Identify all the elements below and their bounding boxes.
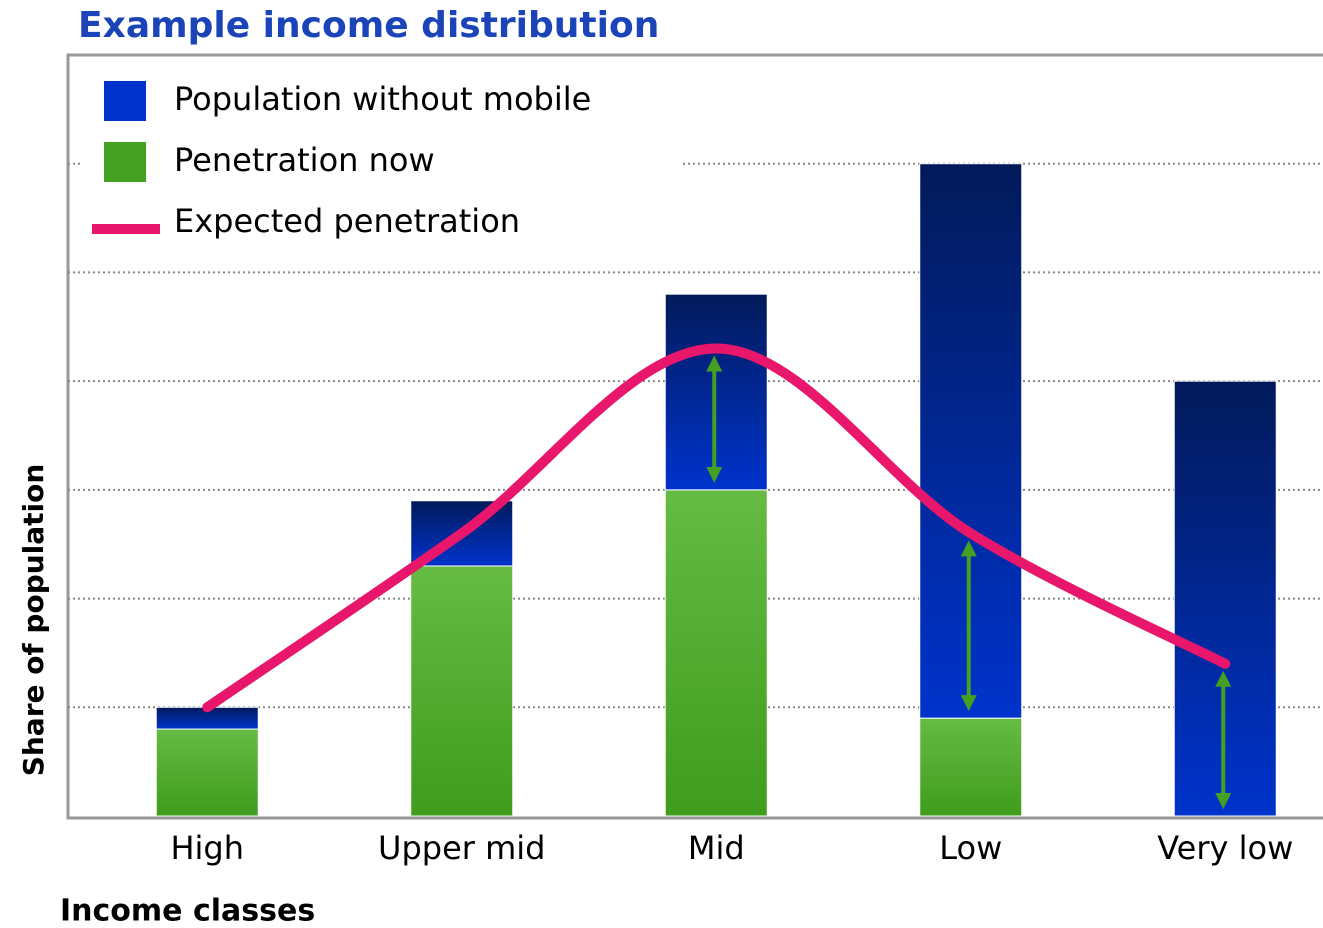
legend-label: Population without mobile	[174, 80, 591, 118]
x-tick-label: Upper mid	[378, 829, 545, 867]
legend-background	[80, 70, 680, 195]
x-axis-label: Income classes	[60, 894, 315, 928]
x-tick-label: Low	[939, 829, 1002, 867]
x-tick-label: Mid	[688, 829, 745, 867]
expected-line	[202, 343, 1231, 713]
bar-segment	[664, 489, 768, 817]
legend-swatch	[92, 224, 160, 234]
legend-label: Expected penetration	[174, 202, 520, 240]
plot-frame	[66, 53, 1323, 820]
bar-segment	[155, 728, 259, 817]
x-tick-label: High	[170, 829, 244, 867]
chart-title: Example income distribution	[78, 5, 659, 46]
legend-label: Penetration now	[174, 141, 435, 179]
bar-segment	[410, 565, 514, 817]
legend-swatch	[104, 81, 146, 121]
bar-segment	[919, 717, 1023, 817]
y-axis-label: Share of population	[17, 464, 50, 777]
legend-swatch	[104, 142, 146, 182]
x-tick-label: Very low	[1157, 829, 1293, 867]
